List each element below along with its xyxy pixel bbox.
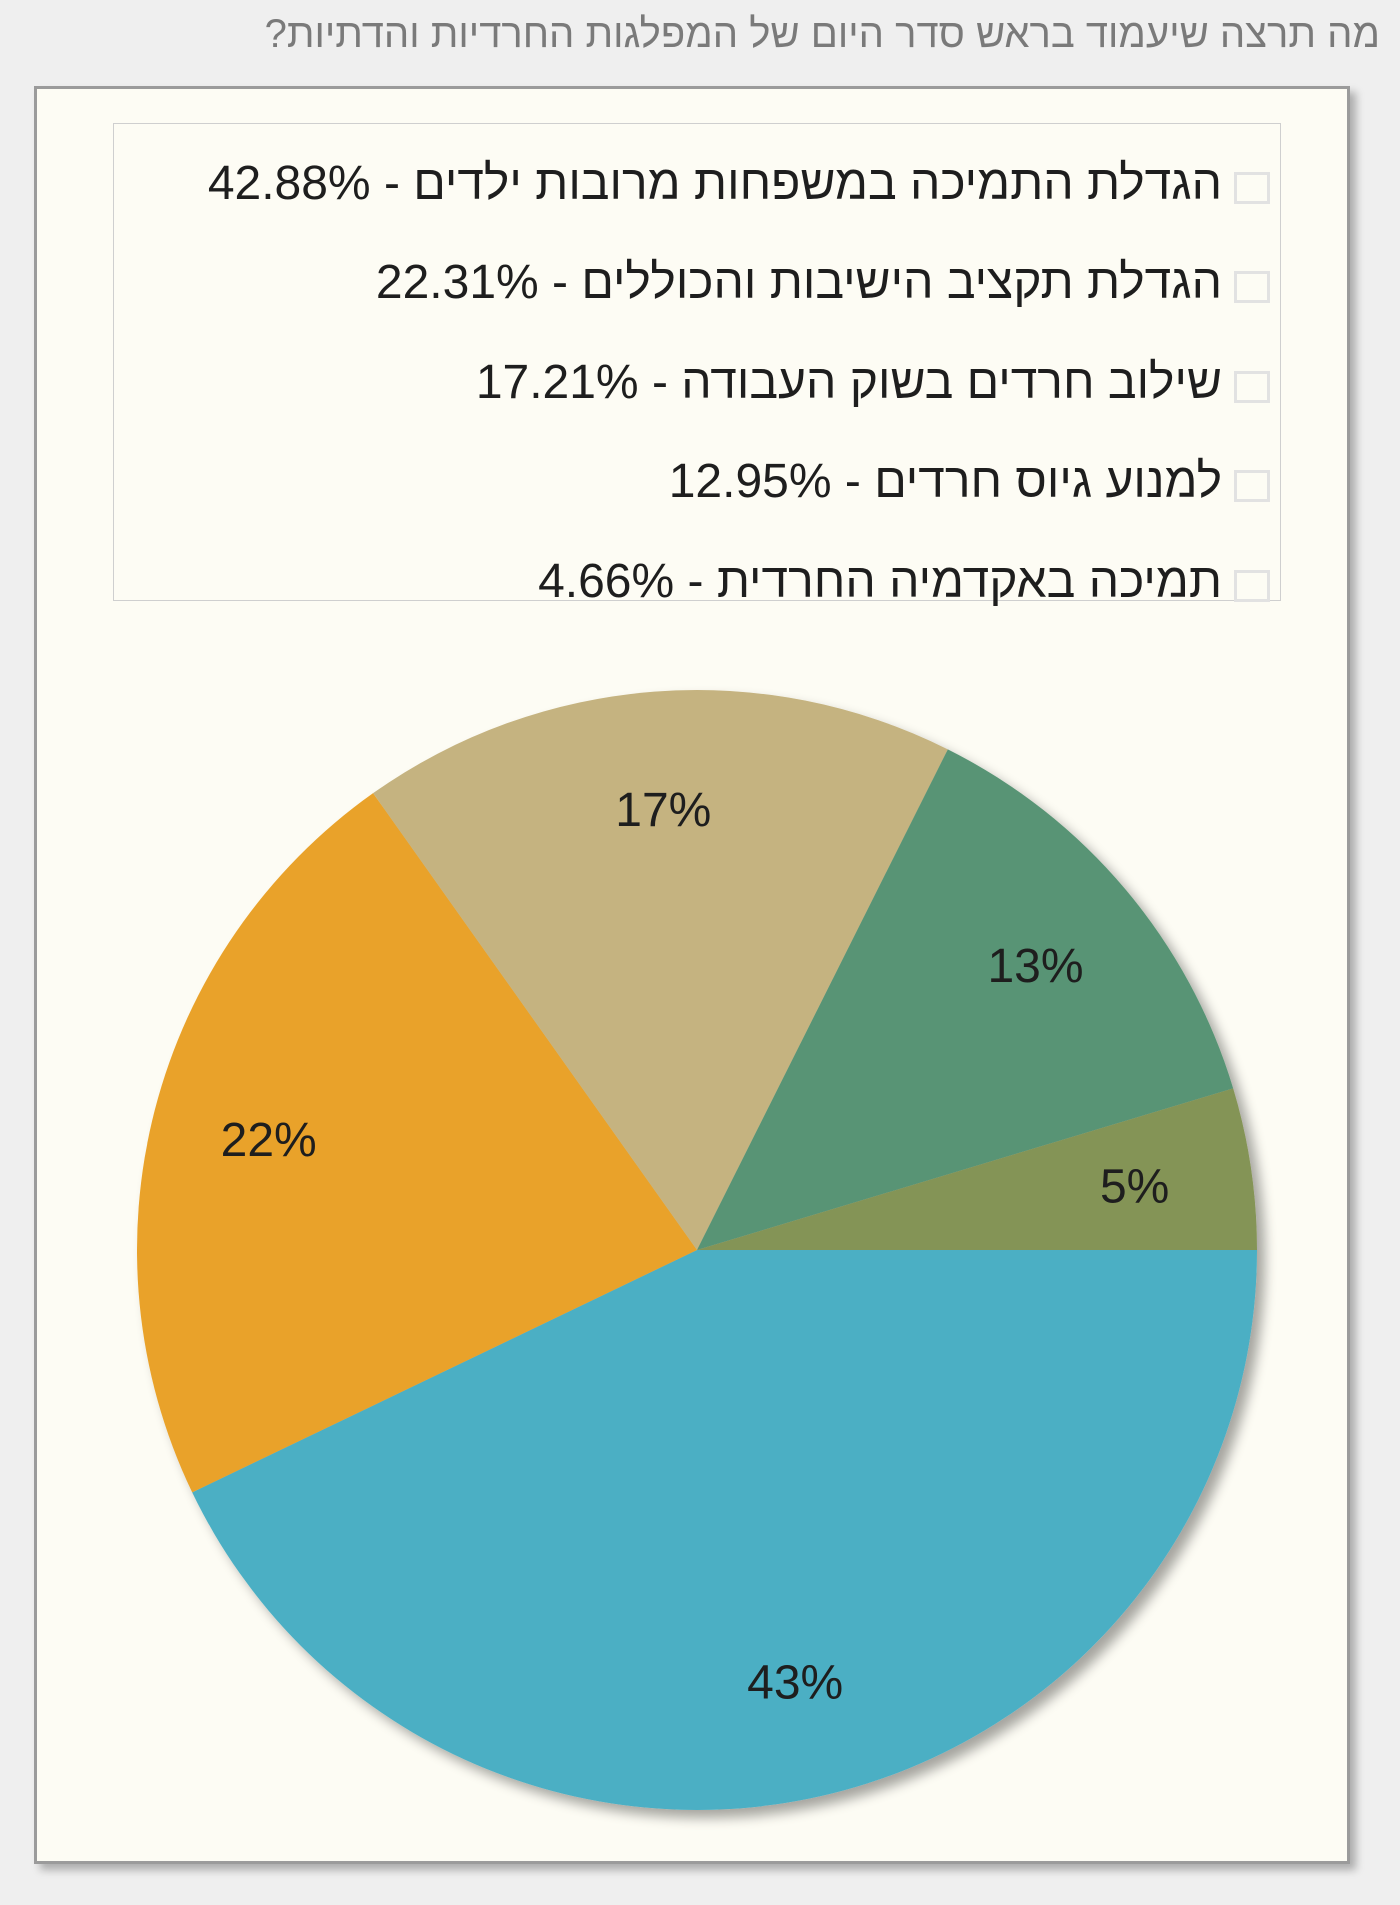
slice-data-label: 17% <box>615 784 711 837</box>
legend-item[interactable]: שילוב חרדים בשוק העבודה - 17.21% <box>114 337 1280 437</box>
legend-label: שילוב חרדים בשוק העבודה - 17.21% <box>475 355 1222 409</box>
pie-chart: 43% 22% 17% 13% 5% <box>137 690 1257 1810</box>
slice-data-label: 43% <box>747 1656 843 1709</box>
slice-data-label: 13% <box>987 940 1083 993</box>
legend-swatch <box>1234 271 1270 304</box>
legend-item[interactable]: למנוע גיוס חרדים - 12.95% <box>114 437 1280 537</box>
pie-slice[interactable] <box>697 1088 1257 1250</box>
legend-swatch <box>1234 171 1270 204</box>
chart-legend: הגדלת התמיכה במשפחות מרובות ילדים - 42.8… <box>113 123 1281 608</box>
legend-item[interactable]: תמיכה באקדמיה החרדית - 4.66% <box>114 536 1280 636</box>
chart-panel: הגדלת התמיכה במשפחות מרובות ילדים - 42.8… <box>34 86 1350 1864</box>
legend-swatch <box>1234 470 1270 503</box>
pie-slice[interactable] <box>373 690 948 1250</box>
pie-slice[interactable] <box>137 793 698 1493</box>
pie-slice[interactable] <box>697 749 1234 1250</box>
slice-data-label: 22% <box>221 1114 317 1167</box>
legend-item[interactable]: הגדלת תקציב הישיבות והכוללים - 22.31% <box>114 238 1280 338</box>
legend-label: הגדלת תקציב הישיבות והכוללים - 22.31% <box>375 256 1222 310</box>
legend-item[interactable]: הגדלת התמיכה במשפחות מרובות ילדים - 42.8… <box>114 138 1280 238</box>
slice-data-label: 5% <box>1100 1160 1169 1213</box>
legend-label: תמיכה באקדמיה החרדית - 4.66% <box>538 554 1222 608</box>
legend-swatch <box>1234 370 1270 403</box>
legend-label: הגדלת התמיכה במשפחות מרובות ילדים - 42.8… <box>207 156 1222 210</box>
pie-slice[interactable] <box>192 1250 1257 1810</box>
legend-swatch <box>1234 569 1270 602</box>
legend-label: למנוע גיוס חרדים - 12.95% <box>668 455 1222 509</box>
survey-question: מה תרצה שיעמוד בראש סדר היום של המפלגות … <box>264 12 1380 56</box>
